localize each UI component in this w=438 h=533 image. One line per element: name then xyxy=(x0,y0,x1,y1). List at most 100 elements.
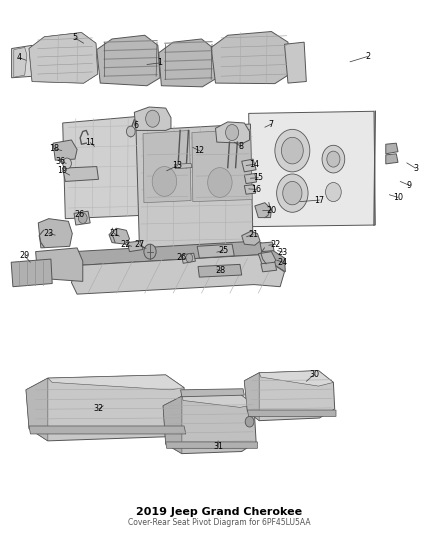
Text: 19: 19 xyxy=(57,166,67,175)
Text: 18: 18 xyxy=(49,144,59,153)
Polygon shape xyxy=(244,184,256,194)
Circle shape xyxy=(283,181,302,205)
Polygon shape xyxy=(386,154,398,164)
Circle shape xyxy=(78,213,87,223)
Polygon shape xyxy=(71,255,285,294)
Text: 23: 23 xyxy=(44,229,54,238)
Circle shape xyxy=(127,126,135,137)
Text: 22: 22 xyxy=(120,240,130,249)
Text: 16: 16 xyxy=(251,185,261,194)
Polygon shape xyxy=(249,111,375,227)
Text: 26: 26 xyxy=(74,210,85,219)
Polygon shape xyxy=(180,389,244,397)
Polygon shape xyxy=(260,242,274,252)
Circle shape xyxy=(208,167,232,197)
Text: 25: 25 xyxy=(218,246,229,255)
Polygon shape xyxy=(386,143,398,154)
Polygon shape xyxy=(11,259,52,287)
Polygon shape xyxy=(242,159,256,172)
Polygon shape xyxy=(74,241,286,273)
Polygon shape xyxy=(26,375,186,441)
Text: 27: 27 xyxy=(134,240,145,249)
Text: 3: 3 xyxy=(413,164,418,173)
Polygon shape xyxy=(29,33,98,83)
Text: 12: 12 xyxy=(194,146,205,155)
Text: 30: 30 xyxy=(309,370,319,379)
Polygon shape xyxy=(166,442,258,448)
Polygon shape xyxy=(97,35,160,86)
Polygon shape xyxy=(35,248,83,281)
Text: 23: 23 xyxy=(278,248,288,257)
Polygon shape xyxy=(181,253,195,263)
Polygon shape xyxy=(48,375,184,390)
Polygon shape xyxy=(244,370,335,421)
Text: 8: 8 xyxy=(238,142,244,151)
Polygon shape xyxy=(63,117,140,219)
Text: 22: 22 xyxy=(271,240,281,249)
Text: 21: 21 xyxy=(248,230,258,239)
Circle shape xyxy=(275,130,310,172)
Circle shape xyxy=(144,244,156,259)
Circle shape xyxy=(327,151,340,167)
Polygon shape xyxy=(261,262,277,272)
Circle shape xyxy=(186,254,193,262)
Polygon shape xyxy=(127,241,143,252)
Text: 29: 29 xyxy=(20,252,30,260)
Text: 2019 Jeep Grand Cherokee: 2019 Jeep Grand Cherokee xyxy=(136,507,302,517)
Polygon shape xyxy=(259,370,333,386)
Polygon shape xyxy=(242,231,260,245)
Circle shape xyxy=(245,416,254,427)
Circle shape xyxy=(282,138,303,164)
Text: 2: 2 xyxy=(365,52,370,61)
Text: 4: 4 xyxy=(17,53,21,62)
Text: 1: 1 xyxy=(158,59,162,67)
Polygon shape xyxy=(258,252,276,265)
Circle shape xyxy=(277,174,308,212)
Text: 11: 11 xyxy=(85,138,95,147)
Text: 9: 9 xyxy=(406,181,411,190)
Polygon shape xyxy=(63,166,99,181)
Polygon shape xyxy=(38,219,72,248)
Polygon shape xyxy=(136,124,253,252)
Polygon shape xyxy=(244,173,257,183)
Polygon shape xyxy=(109,228,130,244)
Text: 17: 17 xyxy=(314,196,325,205)
Circle shape xyxy=(226,125,239,141)
Text: 20: 20 xyxy=(266,206,276,215)
Text: Cover-Rear Seat Pivot Diagram for 6PF45LU5AA: Cover-Rear Seat Pivot Diagram for 6PF45L… xyxy=(128,518,310,527)
Text: 7: 7 xyxy=(269,119,274,128)
Circle shape xyxy=(146,110,159,127)
Polygon shape xyxy=(192,130,252,201)
Polygon shape xyxy=(197,244,234,258)
Polygon shape xyxy=(244,373,259,421)
Polygon shape xyxy=(159,39,215,87)
Circle shape xyxy=(63,158,71,168)
Text: 5: 5 xyxy=(72,34,78,43)
Polygon shape xyxy=(29,33,98,83)
Polygon shape xyxy=(182,394,254,407)
Polygon shape xyxy=(26,378,48,441)
Text: 14: 14 xyxy=(249,160,259,169)
Polygon shape xyxy=(174,164,192,168)
Polygon shape xyxy=(247,410,336,416)
Polygon shape xyxy=(134,107,171,131)
Polygon shape xyxy=(29,426,186,434)
Polygon shape xyxy=(285,42,306,83)
Polygon shape xyxy=(163,396,182,454)
Text: 31: 31 xyxy=(213,442,223,451)
Text: 15: 15 xyxy=(253,173,263,182)
Polygon shape xyxy=(198,264,242,277)
Text: 21: 21 xyxy=(109,229,119,238)
Circle shape xyxy=(322,146,345,173)
Text: 24: 24 xyxy=(278,258,288,266)
Text: 32: 32 xyxy=(94,405,104,414)
Polygon shape xyxy=(143,131,191,203)
Text: 28: 28 xyxy=(215,266,226,275)
Text: 26: 26 xyxy=(177,253,187,262)
Polygon shape xyxy=(211,31,290,84)
Text: 6: 6 xyxy=(134,121,138,130)
Polygon shape xyxy=(255,203,272,217)
Polygon shape xyxy=(163,394,256,454)
Polygon shape xyxy=(74,211,90,225)
Circle shape xyxy=(152,166,177,196)
